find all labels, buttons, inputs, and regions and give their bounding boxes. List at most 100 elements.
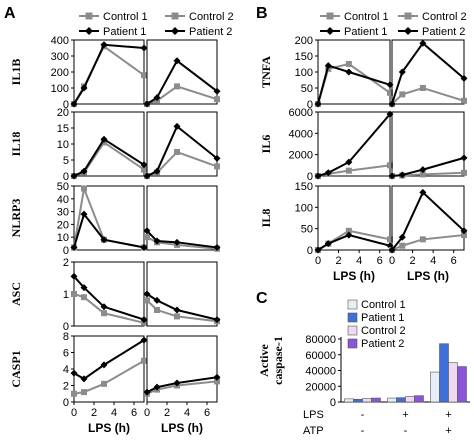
data-point-patient-1: [100, 236, 108, 244]
data-point-patient-2: [143, 172, 151, 180]
data-point-control-2: [419, 85, 426, 91]
y-tick-label: 0: [307, 99, 313, 111]
data-point-patient-2: [213, 373, 221, 381]
y-tick-label: 20: [57, 107, 69, 119]
plot-frame: [391, 185, 465, 251]
data-point-patient-1: [80, 84, 88, 92]
y-tick-label: 100: [295, 202, 313, 214]
condition-sign: -: [404, 425, 408, 437]
data-point-patient-1: [140, 316, 148, 324]
x-axis-label: LPS (h): [407, 269, 449, 283]
data-point-control-2: [214, 96, 220, 103]
data-point-patient-2: [143, 227, 151, 235]
condition-label-lps: LPS: [303, 409, 324, 421]
y-tick-label: 150: [295, 181, 313, 193]
y-tick-label: 6000: [289, 107, 313, 119]
legend-label-patient1-a: Patient 1: [103, 26, 146, 38]
data-point-patient-1: [70, 172, 78, 180]
data-point-control-1: [81, 185, 87, 192]
condition-label-atp: ATP: [303, 425, 324, 437]
data-point-patient-2: [419, 166, 427, 174]
chart-tnfa: 0 50 100 150 200 TNFA: [259, 35, 468, 111]
x-axis-label: LPS (h): [333, 269, 375, 283]
data-point-patient-2: [143, 388, 151, 396]
y-axis-label-il6: IL6: [259, 135, 273, 154]
y-axis-label-il8: IL8: [259, 209, 273, 228]
legend-swatch-patient-2: [347, 338, 358, 349]
bar-control-2: [448, 362, 458, 403]
legend-label-control-2: Control 2: [361, 325, 406, 337]
legend-label-patient2-a: Patient 2: [189, 26, 232, 38]
y-tick-label: 5: [63, 155, 69, 167]
data-point-patient-1: [324, 169, 332, 177]
legend-label-control2-a: Control 2: [189, 11, 234, 23]
data-point-control-1: [387, 89, 393, 96]
series-line-patient-1: [317, 64, 391, 105]
data-point-control-2: [461, 97, 467, 104]
y-axis-label-il1b: IL1B: [9, 59, 23, 86]
data-point-control-2: [144, 234, 150, 241]
y-tick-label: 0: [307, 171, 313, 183]
series-line-patient-2: [391, 156, 465, 177]
charts-layer: 0100200300400IL1B05101520IL1801020304050…: [9, 35, 470, 437]
chart-il18: 0 5 10 15 20 IL18: [9, 107, 221, 183]
y-tick-label: 20: [57, 219, 69, 231]
x-tick-label: 2: [91, 407, 97, 419]
data-point-patient-1: [80, 284, 88, 292]
x-tick-label: 0: [389, 255, 395, 267]
panel-letter-b: B: [256, 5, 268, 22]
y-tick-label: 30: [57, 207, 69, 219]
y-tick-label: 0: [63, 99, 69, 111]
x-axis-label: LPS (h): [161, 421, 203, 435]
y-tick-label: 4: [63, 364, 69, 376]
data-point-patient-1: [140, 336, 148, 344]
data-point-patient-2: [419, 188, 427, 196]
data-point-control-2: [214, 378, 220, 385]
y-axis-label-il18: IL18: [9, 132, 23, 157]
y-axis-label-casp1: CASP1: [9, 350, 23, 387]
data-point-patient-2: [460, 227, 468, 235]
plot-frame: [146, 111, 218, 177]
bar-control-1: [430, 371, 440, 403]
data-point-patient-1: [140, 161, 148, 169]
data-point-patient-2: [173, 57, 181, 65]
y-tick-label: 40000: [305, 366, 336, 378]
bar-patient-1: [396, 397, 406, 403]
x-tick-label: 6: [204, 407, 210, 419]
data-point-patient-2: [153, 167, 161, 175]
data-point-patient-1: [324, 62, 332, 70]
y-axis-label-asc: ASC: [9, 282, 23, 306]
legend-label-control2-b: Control 2: [422, 11, 467, 23]
plot-frame: [146, 39, 218, 105]
y-tick-label: 20000: [305, 381, 336, 393]
plot-frame: [317, 185, 391, 251]
data-point-patient-2: [388, 100, 396, 108]
y-tick-label: 0: [63, 171, 69, 183]
plot-frame: [146, 185, 218, 251]
data-point-patient-2: [388, 172, 396, 180]
bar-patient-2: [414, 395, 424, 403]
data-point-patient-2: [153, 237, 161, 245]
x-tick-label: 4: [111, 407, 117, 419]
y-axis-label-tnfa: TNFA: [259, 56, 273, 88]
y-tick-label: 8: [63, 331, 69, 343]
data-point-control-1: [345, 167, 352, 174]
data-point-control-2: [461, 169, 467, 176]
x-tick-label: 2: [336, 255, 342, 267]
x-tick-label: 4: [430, 255, 436, 267]
data-point-control-2: [174, 149, 180, 155]
y-tick-label: 0: [63, 321, 69, 333]
legend-label-control1-a: Control 1: [103, 11, 148, 23]
series-line-patient-1: [73, 339, 145, 381]
legend-label-control1-b: Control 1: [344, 11, 389, 23]
y-tick-label: 0: [63, 245, 69, 257]
x-tick-label: 0: [315, 255, 321, 267]
legend-label-patient1-b: Patient 1: [344, 26, 387, 38]
data-point-control-2: [144, 297, 150, 304]
plot-frame: [73, 111, 145, 177]
data-point-patient-1: [70, 369, 78, 377]
y-tick-label: 0: [307, 245, 313, 257]
series-line-patient-1: [73, 137, 145, 177]
data-point-control-1: [101, 380, 107, 387]
